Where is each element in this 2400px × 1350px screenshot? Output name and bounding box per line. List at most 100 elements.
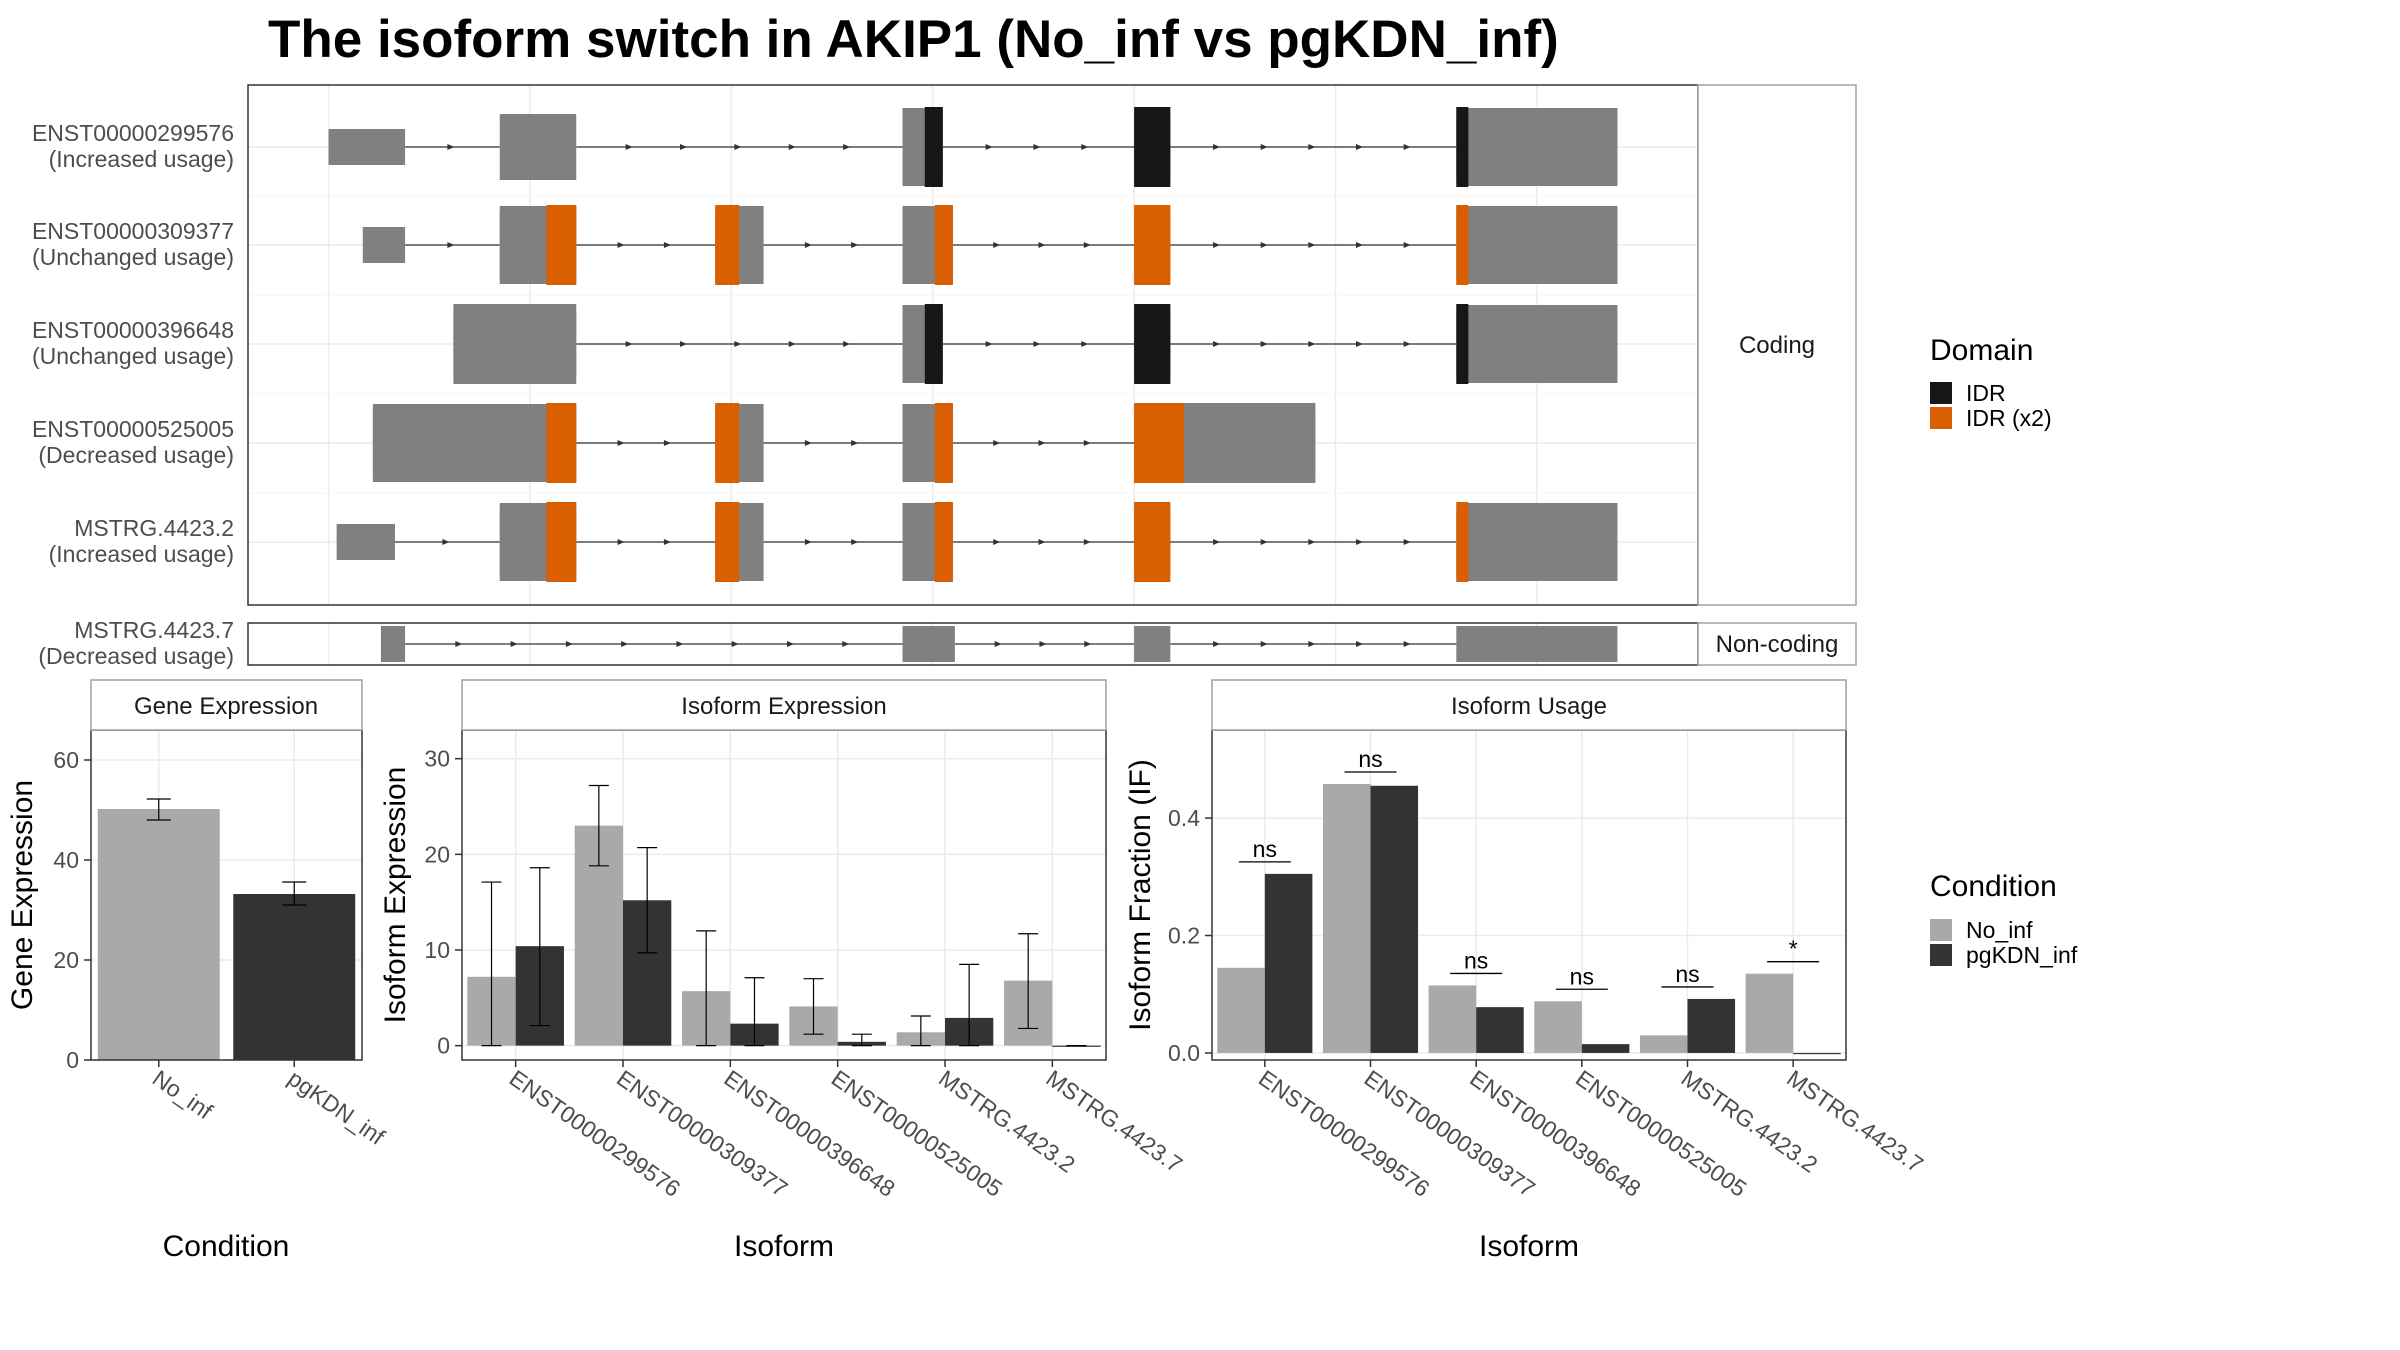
y-tick-label: 0.4 (1168, 805, 1200, 831)
domain-legend-key (1930, 407, 1952, 429)
domain-segment (934, 502, 953, 582)
domain-segment (1134, 107, 1171, 187)
y-tick-label: 10 (424, 937, 450, 963)
y-tick-label: 40 (53, 847, 79, 873)
y-tick-label: 20 (53, 947, 79, 973)
intron-arrow (1213, 539, 1221, 545)
intron-arrow (1356, 641, 1364, 647)
domain-segment (715, 502, 740, 582)
intron-arrow (851, 242, 859, 248)
domain-segment (546, 502, 577, 582)
intron-arrow (985, 144, 993, 150)
y-tick-label: 0 (437, 1033, 450, 1059)
y-tick-label: 0 (66, 1047, 79, 1073)
x-tick-label: ENST00000396648 (719, 1065, 899, 1202)
bar (1428, 985, 1477, 1053)
intron-arrow (510, 641, 518, 647)
transcript-row: MSTRG.4423.2(Increased usage) (49, 502, 1618, 582)
domain-segment (1134, 502, 1171, 582)
intron-arrow (1356, 144, 1364, 150)
intron-arrow (1083, 242, 1091, 248)
intron-arrow (843, 341, 851, 347)
intron-arrow (1038, 242, 1046, 248)
intron-arrow (843, 144, 851, 150)
intron-arrow (1213, 641, 1221, 647)
intron-arrow (1308, 539, 1316, 545)
intron-arrow (993, 539, 1001, 545)
domain-segment (1134, 304, 1171, 384)
bar (1687, 998, 1736, 1053)
bar (233, 894, 356, 1060)
bar-chart-panels: Gene Expression 0 20 40 60 No_inf pgKDN_inf Con… (6, 679, 1928, 1263)
intron-arrow (625, 144, 633, 150)
significance-label: ns (1570, 963, 1594, 989)
transcript-id-label: ENST00000525005 (32, 416, 234, 442)
transcript-row: MSTRG.4423.7(Decreased usage) (38, 617, 1618, 669)
y-tick-label: 0.2 (1168, 923, 1200, 949)
transcript-usage-label: (Increased usage) (49, 541, 234, 567)
transcript-row: ENST00000396648(Unchanged usage) (32, 304, 1618, 384)
intron-arrow (1308, 242, 1316, 248)
intron-arrow (1033, 341, 1041, 347)
intron-arrow (804, 242, 812, 248)
intron-arrow (625, 341, 633, 347)
intron-arrow (1039, 641, 1047, 647)
significance-label: ns (1464, 947, 1488, 973)
intron-arrow (1260, 341, 1268, 347)
exon-block (902, 626, 955, 662)
intron-arrow (663, 539, 671, 545)
exon-block (380, 626, 406, 662)
domain-segment (1456, 205, 1469, 285)
transcript-usage-label: (Decreased usage) (38, 643, 234, 669)
y-axis-label: Isoform Expression (379, 767, 412, 1024)
y-tick-label: 0.0 (1168, 1040, 1200, 1066)
domain-exon-block (372, 404, 577, 482)
domain-exon-block (1456, 206, 1618, 284)
facet-strip (461, 679, 1107, 731)
bar (1581, 1044, 1630, 1053)
intron-arrow (1403, 242, 1411, 248)
intron-arrow (617, 440, 625, 446)
intron-arrow (1403, 539, 1411, 545)
intron-arrow (1260, 641, 1268, 647)
condition-legend-label: No_inf (1966, 917, 2033, 943)
panel-title: Isoform Usage (1451, 693, 1607, 720)
x-tick-label: ENST00000309377 (1360, 1065, 1540, 1202)
intron-arrow (734, 144, 742, 150)
intron-arrow (680, 144, 688, 150)
intron-arrow (663, 440, 671, 446)
figure-title: The isoform switch in AKIP1 (No_inf vs p… (268, 10, 1559, 69)
domain-segment (1134, 403, 1185, 483)
domain-segment (924, 107, 943, 187)
condition-legend-key (1930, 919, 1952, 941)
intron-arrow (1033, 144, 1041, 150)
domain-segment (924, 304, 943, 384)
intron-arrow (804, 440, 812, 446)
intron-arrow (1308, 341, 1316, 347)
bar (1745, 973, 1794, 1053)
intron-arrow (1038, 539, 1046, 545)
significance-label: * (1789, 936, 1798, 962)
plot-area-bg (1212, 730, 1846, 1060)
intron-arrow (676, 641, 684, 647)
intron-arrow (731, 641, 739, 647)
domain-segment (715, 403, 740, 483)
intron-arrow (788, 341, 796, 347)
intron-arrow (1038, 440, 1046, 446)
intron-arrow (1356, 341, 1364, 347)
facet-strip (90, 679, 363, 731)
chart-panel: Gene Expression 0 20 40 60 No_inf pgKDN_inf Con… (6, 679, 390, 1263)
x-tick-label: ENST00000309377 (612, 1065, 792, 1202)
intron-arrow (455, 641, 463, 647)
intron-arrow (663, 242, 671, 248)
intron-arrow (1403, 144, 1411, 150)
panel-title: Isoform Expression (681, 693, 886, 720)
intron-arrow (1308, 144, 1316, 150)
transcript-row: ENST00000309377(Unchanged usage) (32, 205, 1618, 285)
intron-arrow (804, 539, 812, 545)
y-tick-label: 30 (424, 746, 450, 772)
transcript-usage-label: (Unchanged usage) (32, 244, 234, 270)
domain-segment (546, 403, 577, 483)
